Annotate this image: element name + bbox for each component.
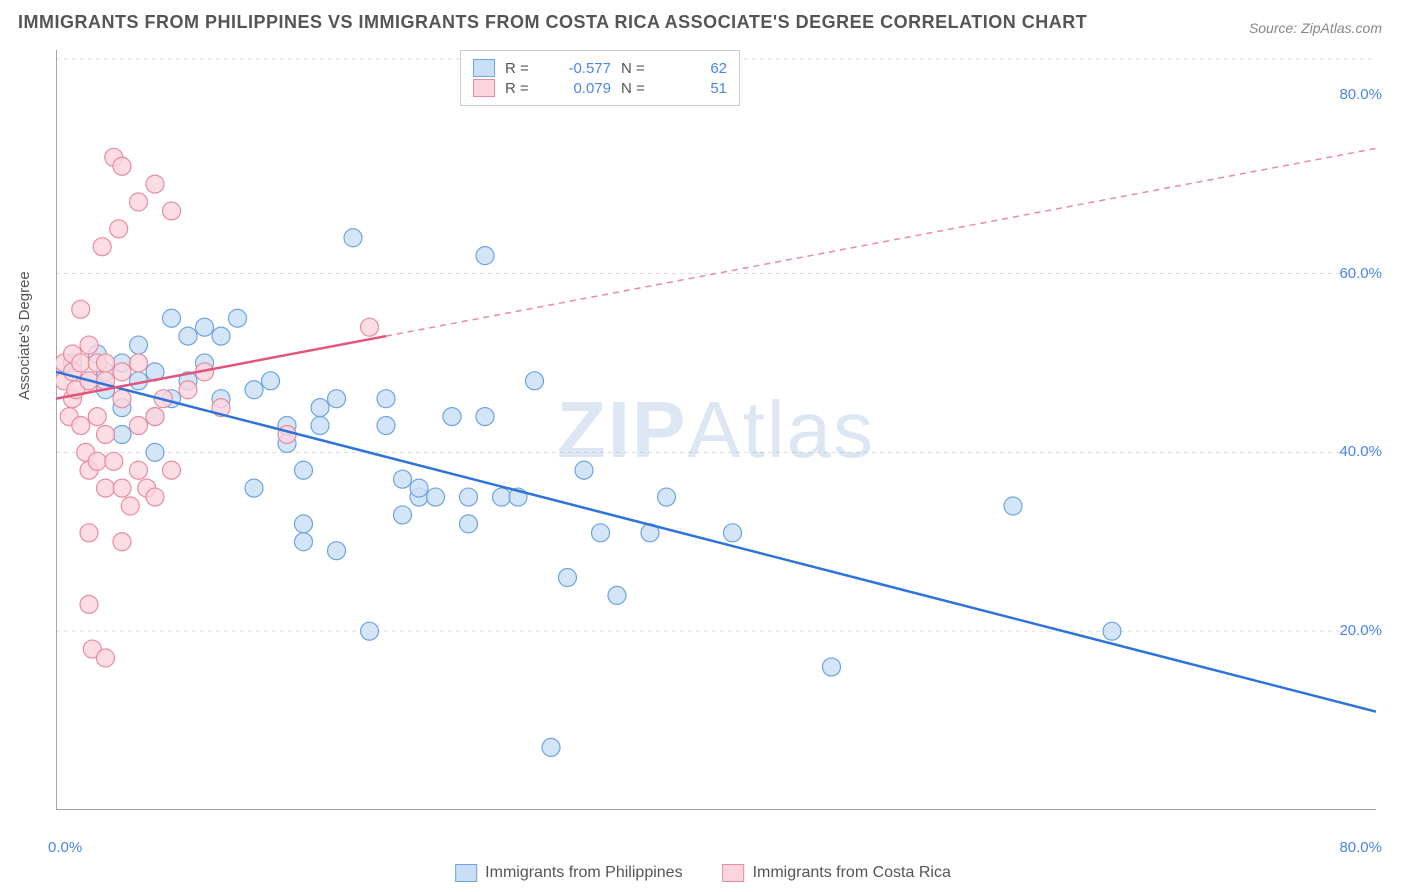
n-value: 51 xyxy=(667,80,727,97)
legend-swatch xyxy=(723,864,745,882)
x-axis-min-label: 0.0% xyxy=(48,839,82,856)
legend-label: Immigrants from Philippines xyxy=(485,864,682,882)
legend-item: Immigrants from Costa Rica xyxy=(723,864,951,882)
r-value: 0.079 xyxy=(551,80,611,97)
series-legend: Immigrants from Philippines Immigrants fr… xyxy=(455,864,951,882)
legend-swatch xyxy=(473,79,495,97)
legend-label: Immigrants from Costa Rica xyxy=(753,864,951,882)
legend-row: R = 0.079 N = 51 xyxy=(473,79,727,97)
y-tick-label: 40.0% xyxy=(1339,443,1382,460)
scatter-chart-svg xyxy=(56,50,1376,810)
correlation-legend: R = -0.577 N = 62 R = 0.079 N = 51 xyxy=(460,50,740,106)
source-attribution: Source: ZipAtlas.com xyxy=(1249,20,1382,36)
chart-title: IMMIGRANTS FROM PHILIPPINES VS IMMIGRANT… xyxy=(18,12,1087,33)
chart-area: ZIPAtlas xyxy=(56,50,1376,810)
legend-swatch xyxy=(473,59,495,77)
x-axis-max-label: 80.0% xyxy=(1339,839,1382,856)
legend-row: R = -0.577 N = 62 xyxy=(473,59,727,77)
legend-swatch xyxy=(455,864,477,882)
n-label: N = xyxy=(621,80,657,97)
r-label: R = xyxy=(505,60,541,77)
legend-item: Immigrants from Philippines xyxy=(455,864,682,882)
n-value: 62 xyxy=(667,60,727,77)
r-value: -0.577 xyxy=(551,60,611,77)
y-axis-label: Associate's Degree xyxy=(16,271,33,400)
y-tick-label: 80.0% xyxy=(1339,86,1382,103)
y-tick-label: 20.0% xyxy=(1339,622,1382,639)
n-label: N = xyxy=(621,60,657,77)
r-label: R = xyxy=(505,80,541,97)
y-tick-label: 60.0% xyxy=(1339,265,1382,282)
